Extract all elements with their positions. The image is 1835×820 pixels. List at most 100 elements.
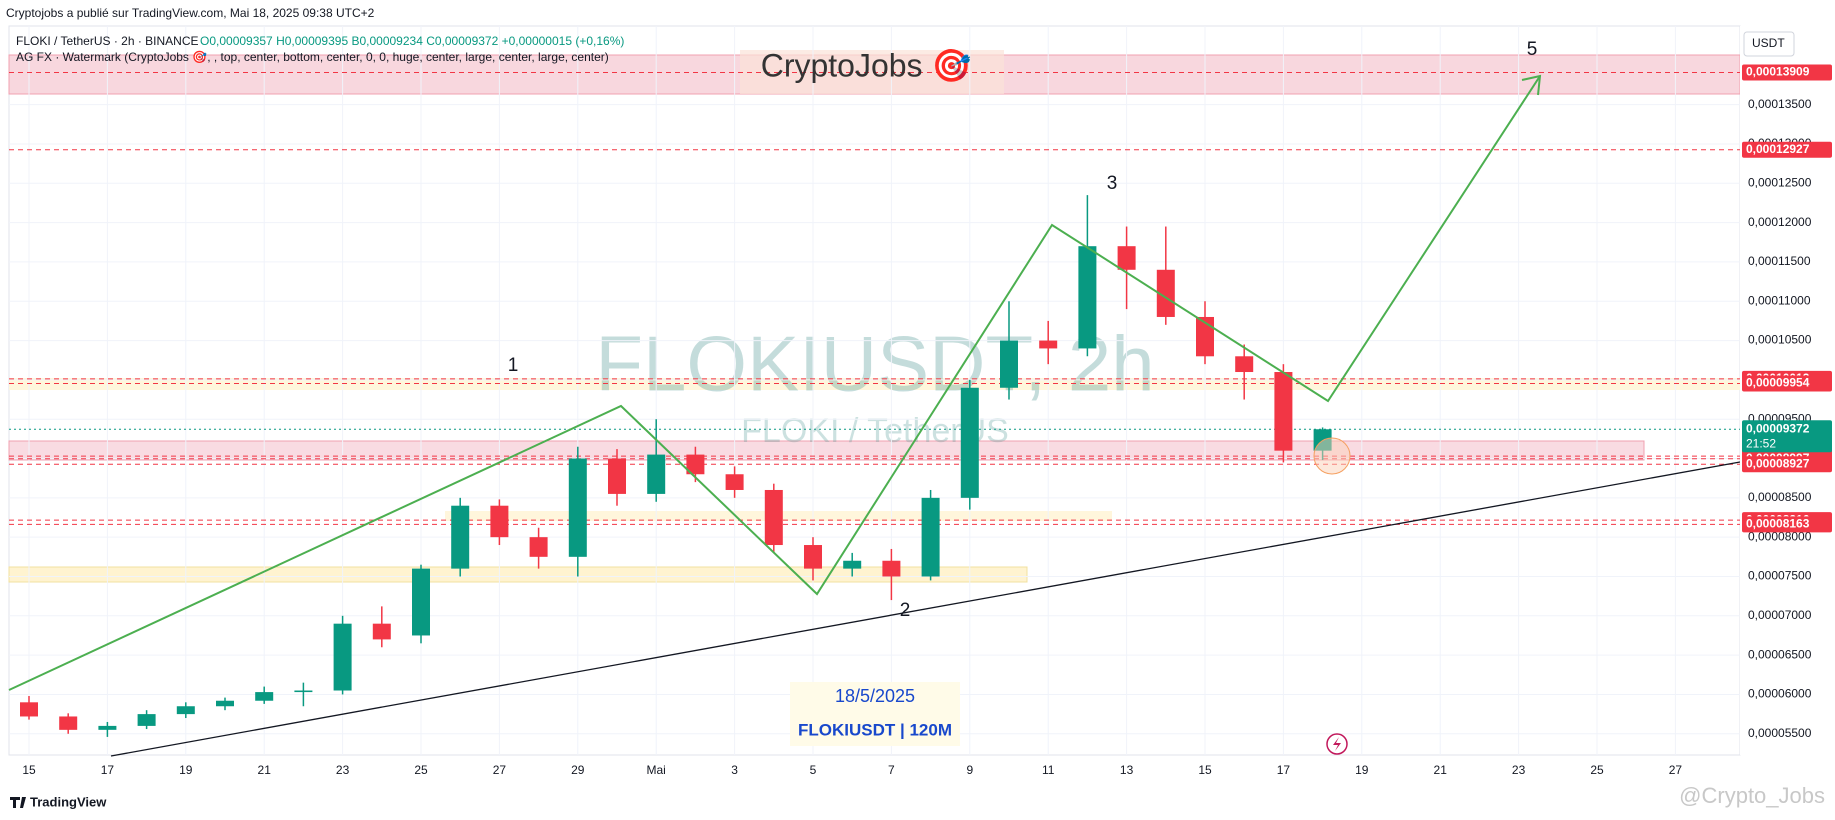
candle-body: [1274, 372, 1293, 451]
candle-body: [764, 489, 783, 546]
x-tick-label: 19: [1355, 763, 1369, 777]
y-tick-label: 0,00006500: [1748, 647, 1812, 661]
currency: USDT: [1752, 36, 1785, 50]
y-tick-label: 0,00011000: [1748, 293, 1811, 307]
candle-body: [647, 454, 666, 494]
alert-icon[interactable]: [1326, 733, 1348, 755]
x-tick-label: 27: [1669, 763, 1683, 777]
level-tag-label: 0,00008927: [1746, 456, 1810, 470]
candle-body: [294, 690, 313, 693]
date-box: [790, 682, 960, 746]
candle-body: [1156, 269, 1175, 317]
x-tick-label: 23: [336, 763, 350, 777]
x-tick-label: 5: [810, 763, 817, 777]
indicator: AG FX · Watermark (CryptoJobs 🎯, , top, …: [16, 50, 609, 64]
x-tick-label: 13: [1120, 763, 1134, 777]
symbol: FLOKI / TetherUS · 2h · BINANCE: [16, 34, 199, 48]
arrow-head: [1521, 74, 1542, 96]
level-tag-label: 0,00012927: [1746, 142, 1810, 156]
candle-body: [451, 505, 470, 569]
candle-body: [176, 706, 195, 715]
y-tick-label: 0,00010500: [1748, 333, 1812, 347]
x-tick-label: 3: [731, 763, 738, 777]
candle-body: [333, 623, 352, 691]
candle-body: [20, 702, 38, 717]
candle-body: [1078, 246, 1097, 349]
x-tick-label: 29: [571, 763, 585, 777]
candle-body: [568, 458, 587, 557]
x-tick-label: 7: [888, 763, 895, 777]
candle-body: [1039, 340, 1058, 349]
ohlc: O0,00009357 H0,00009395 B0,00009234 C0,0…: [200, 34, 624, 48]
y-tick-label: 0,00013500: [1748, 97, 1812, 111]
x-tick-label: 19: [179, 763, 193, 777]
date-label: 18/5/2025: [835, 686, 915, 706]
brand: CryptoJobs 🎯: [761, 47, 972, 83]
x-tick-label: 25: [1590, 763, 1604, 777]
x-tick-label: Mai: [647, 763, 666, 777]
y-tick-label: 0,00006000: [1748, 687, 1812, 701]
watermark: FLOKIUSDT, 2h: [595, 320, 1154, 408]
candle-body: [843, 560, 862, 569]
last-price-label: 0,00009372: [1746, 421, 1810, 435]
alert-bolt: [1333, 737, 1341, 751]
candle-body: [921, 497, 940, 577]
y-tick-label: 0,00012500: [1748, 175, 1812, 189]
y-tick-label: 0,00007000: [1748, 608, 1812, 622]
candle-body: [1196, 316, 1214, 357]
countdown: 21:52: [1746, 436, 1776, 450]
wave-label: 5: [1527, 39, 1538, 60]
candle-body: [412, 568, 430, 636]
x-tick-label: 9: [966, 763, 973, 777]
currency-box[interactable]: [1743, 31, 1795, 57]
candle-body: [882, 560, 901, 577]
candle-body: [255, 692, 274, 701]
x-tick-label: 25: [414, 763, 428, 777]
x-tick-label: 27: [493, 763, 507, 777]
level-tag-label: 0,00009954: [1746, 376, 1810, 390]
y-tick-label: 0,00007500: [1748, 569, 1812, 583]
candle-body: [1235, 356, 1254, 373]
candle-body: [137, 714, 156, 726]
pair-label: FLOKIUSDT | 120M: [798, 720, 952, 739]
wave-label: 3: [1107, 173, 1118, 194]
candle-body: [725, 474, 744, 490]
level-tag: [1742, 64, 1832, 81]
footer-handle: @Crypto_Jobs: [1679, 783, 1825, 808]
level-tag: [1742, 456, 1832, 473]
level-tag-label: 0,00008163: [1746, 517, 1810, 531]
wave-path: [8, 75, 1541, 691]
x-tick-label: 15: [1198, 763, 1212, 777]
candle-body: [608, 458, 626, 494]
logo-icon: [10, 797, 26, 808]
x-tick-label: 17: [101, 763, 115, 777]
x-tick-label: 21: [258, 763, 272, 777]
trendline: [110, 461, 1741, 757]
zone: [8, 440, 1645, 461]
level-tag-label: 0,00013909: [1746, 65, 1810, 79]
candle-body: [1117, 246, 1136, 270]
candle-body: [372, 623, 391, 640]
y-tick-label: 0,00008500: [1748, 490, 1812, 504]
wave-label: 1: [508, 355, 519, 376]
x-tick-label: 11: [1042, 763, 1055, 777]
footer-logo: TradingView: [30, 794, 107, 809]
candle-body: [529, 537, 548, 557]
candle-body: [960, 387, 979, 498]
candle-body: [804, 545, 822, 569]
x-tick-label: 23: [1512, 763, 1526, 777]
y-tick-label: 0,00008000: [1748, 529, 1812, 543]
candle-body: [686, 454, 705, 475]
y-tick-label: 0,00012000: [1748, 215, 1812, 229]
candle-body: [216, 700, 234, 707]
level-tag: [1742, 516, 1832, 533]
candle-body: [1000, 340, 1018, 388]
plot-area: [8, 25, 1741, 756]
candle-body: [490, 505, 509, 538]
zone: [8, 566, 1028, 583]
candle-body: [98, 725, 117, 730]
y-tick-label: 0,00005500: [1748, 726, 1812, 740]
wave-label: 2: [900, 600, 911, 621]
highlight: [1313, 437, 1351, 475]
